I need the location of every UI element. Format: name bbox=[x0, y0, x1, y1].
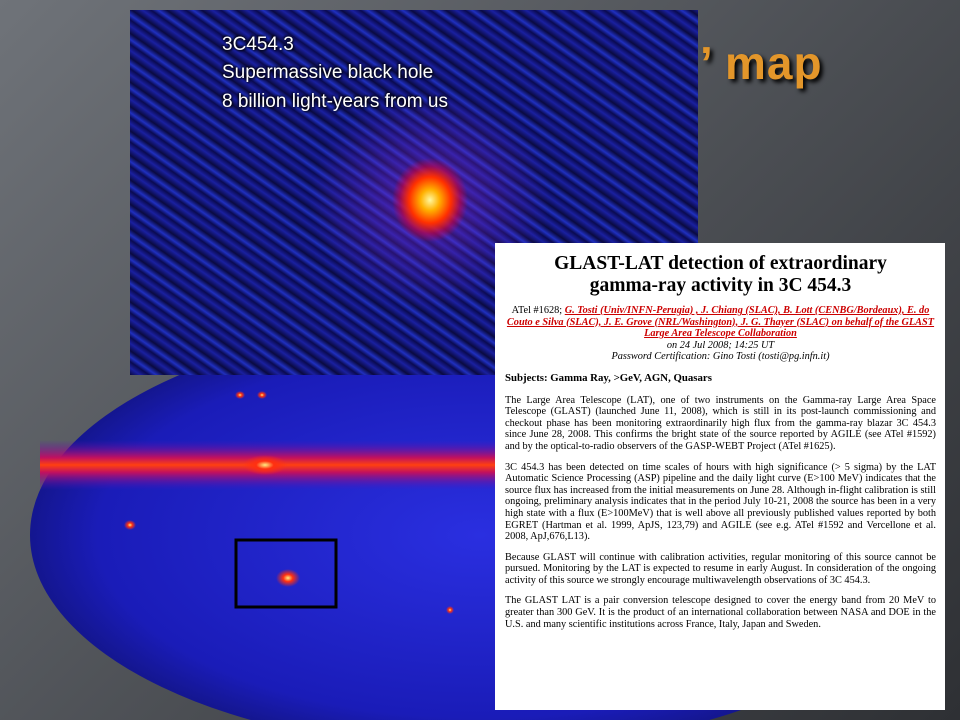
paragraph: The GLAST LAT is a pair conversion teles… bbox=[505, 595, 936, 630]
source bbox=[276, 569, 300, 587]
source bbox=[257, 391, 267, 399]
source bbox=[235, 391, 245, 399]
doc-title-line: gamma-ray activity in 3C 454.3 bbox=[589, 275, 852, 296]
source bbox=[446, 606, 454, 614]
date: on 24 Jul 2008; 14:25 UT bbox=[666, 339, 775, 351]
atel-number: ATel #1628; bbox=[511, 305, 563, 316]
inset-text: Supermassive black hole bbox=[222, 62, 434, 83]
doc-title-line: GLAST-LAT detection of extraordinary bbox=[554, 253, 887, 274]
paragraph: Because GLAST will continue with calibra… bbox=[505, 551, 936, 586]
authors[interactable]: G. Tosti (Univ/INFN-Perugia) , J. Chiang… bbox=[506, 305, 935, 340]
inset-text: 3C454.3 bbox=[222, 34, 294, 55]
atel-document: GLAST-LAT detection of extraordinary gamm… bbox=[495, 243, 945, 710]
atel-meta: ATel #1628; G. Tosti (Univ/INFN-Perugia)… bbox=[505, 305, 936, 340]
inset-text: 8 billion light-years from us bbox=[222, 91, 448, 112]
paragraph: The Large Area Telescope (LAT), one of t… bbox=[505, 394, 936, 452]
slide-title: ’ map bbox=[700, 37, 823, 89]
subjects: Subjects: Gamma Ray, >GeV, AGN, Quasars bbox=[505, 371, 712, 384]
source bbox=[243, 455, 287, 475]
source bbox=[124, 520, 136, 530]
highlight-box bbox=[234, 538, 338, 609]
doc-title: GLAST-LAT detection of extraordinary gamm… bbox=[505, 253, 936, 297]
password: Password Certification: Gino Tosti (tost… bbox=[611, 351, 830, 363]
paragraph: 3C 454.3 has been detected on time scale… bbox=[505, 461, 936, 543]
